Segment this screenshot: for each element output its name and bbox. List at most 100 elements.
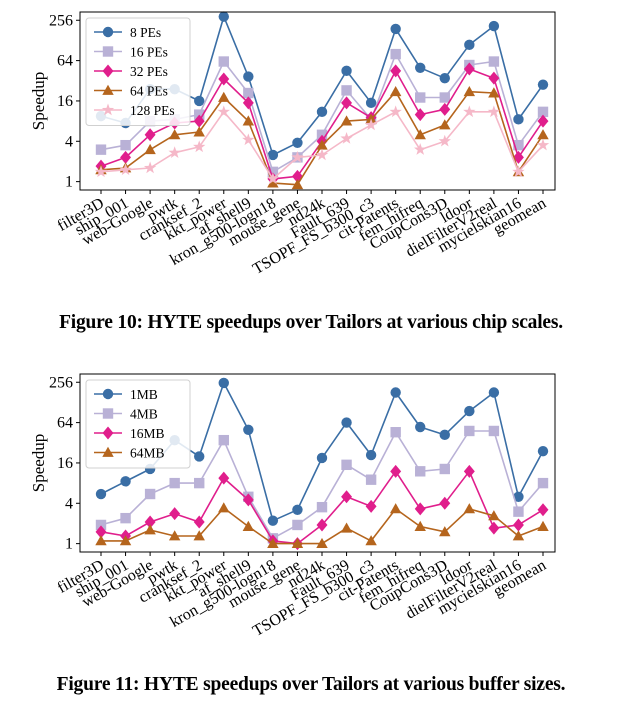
legend-marker-64mb: [102, 446, 114, 457]
data-point-1mb: [292, 504, 303, 515]
data-point-4mb: [439, 463, 450, 475]
data-point-8-pes: [218, 11, 229, 22]
data-point-1mb: [365, 449, 377, 461]
data-point-1mb: [537, 445, 549, 457]
y-tick-label: 16: [57, 93, 73, 110]
data-point-4mb: [292, 519, 303, 531]
data-point-128-pes: [340, 132, 353, 144]
data-point-4mb: [218, 434, 229, 446]
series-64mb: [95, 502, 549, 549]
data-point-1mb: [439, 429, 450, 441]
data-point-1mb: [95, 488, 107, 500]
legend-marker-16-pes: [102, 46, 114, 57]
data-point-128-pes: [487, 105, 501, 118]
data-point-4mb: [415, 466, 426, 477]
legend-box: [85, 379, 191, 469]
legend: 8 PEs 16 PEs 32 PEs 64 PEs 128 PEs: [85, 17, 191, 126]
data-point-64-pes: [267, 177, 279, 188]
data-point-16mb: [537, 503, 549, 517]
data-point-32-pes: [390, 64, 402, 78]
data-point-32-pes: [242, 96, 254, 110]
data-point-64-pes: [168, 129, 181, 140]
data-point-128-pes: [119, 163, 132, 176]
legend-box: [85, 17, 191, 126]
y-tick-label: 256: [49, 374, 73, 391]
data-point-8-pes: [464, 39, 475, 51]
legend-label-32-pes: 32 PEs: [130, 64, 168, 79]
data-point-16mb: [242, 493, 254, 507]
data-point-128-pes: [168, 146, 181, 158]
data-point-4mb: [341, 459, 352, 471]
y-tick-label: 256: [49, 12, 73, 29]
data-point-64-pes: [291, 178, 304, 190]
data-point-4mb: [537, 477, 549, 489]
data-point-8-pes: [316, 106, 328, 118]
data-point-16-pes: [390, 48, 401, 60]
data-point-1mb: [218, 377, 229, 389]
data-point-16mb: [341, 490, 353, 504]
y-tick-label: 64: [57, 415, 73, 432]
legend-label-64-pes: 64 PEs: [130, 84, 168, 99]
data-point-128-pes: [315, 148, 329, 161]
data-point-64mb: [439, 526, 451, 537]
data-point-16mb: [414, 502, 426, 516]
y-tick-label: 64: [57, 53, 73, 70]
data-point-64mb: [119, 535, 132, 546]
data-point-128-pes: [266, 172, 280, 185]
data-point-16-pes: [513, 139, 524, 151]
data-point-4mb: [513, 506, 524, 517]
data-point-16mb: [95, 525, 107, 539]
figure-11: 1 4 16 64 256 Speedup 1MB 4MB 16MB 64MB filter3D sh…: [0, 362, 622, 667]
data-point-64mb: [144, 524, 156, 535]
data-point-128-pes: [536, 138, 550, 151]
data-point-64mb: [267, 537, 279, 549]
data-point-64mb: [463, 503, 476, 514]
figure-11-chart: 141664256Speedup1MB4MB16MB64MBfilter3Dsh…: [29, 373, 556, 640]
data-point-64mb: [218, 502, 230, 513]
figure-10: 1 4 16 64 256 Speedup 8 PEs 16 PEs 32 PEs 64 PEs 1…: [0, 0, 622, 305]
y-tick-label: 4: [65, 495, 73, 512]
data-point-64mb: [193, 530, 205, 541]
data-point-128-pes: [463, 105, 476, 118]
data-point-16-pes: [341, 85, 352, 96]
data-point-4mb: [316, 501, 328, 513]
data-point-32-pes: [488, 71, 500, 85]
data-point-4mb: [464, 425, 475, 437]
data-point-128-pes: [389, 105, 402, 118]
legend-marker-8-pes: [102, 26, 114, 38]
y-tick-label: 16: [57, 455, 73, 472]
data-point-1mb: [488, 387, 500, 398]
data-point-64mb: [95, 535, 107, 546]
legend: 1MB 4MB 16MB 64MB: [85, 379, 191, 469]
data-point-8-pes: [390, 23, 401, 35]
data-point-64-pes: [389, 85, 402, 97]
data-point-128-pes: [217, 105, 230, 118]
data-point-64mb: [316, 537, 328, 549]
data-point-4mb: [488, 425, 500, 437]
data-point-128-pes: [143, 161, 157, 174]
data-point-16mb: [512, 518, 524, 532]
data-point-1mb: [316, 452, 328, 464]
data-point-16mb: [365, 499, 377, 513]
data-point-64-pes: [193, 126, 205, 137]
series-128-pes: [94, 105, 550, 185]
data-point-128-pes: [364, 118, 378, 131]
data-point-1mb: [415, 421, 426, 433]
data-point-4mb: [169, 477, 180, 489]
figure-11-caption: Figure 11: HYTE speedups over Tailors at…: [56, 674, 566, 695]
data-point-32-pes: [120, 150, 132, 164]
data-point-1mb: [464, 405, 475, 417]
data-point-64mb: [291, 537, 304, 549]
data-point-1mb: [390, 387, 401, 398]
data-point-64mb: [389, 503, 402, 514]
legend-label-8-pes: 8 PEs: [130, 25, 161, 40]
legend-label-16-pes: 16 PEs: [130, 45, 168, 60]
data-point-64-pes: [414, 129, 426, 140]
data-point-1mb: [120, 476, 131, 487]
data-point-16mb: [144, 515, 156, 529]
data-point-16-pes: [243, 87, 254, 99]
legend-marker-32-pes: [102, 64, 114, 78]
y-tick-label: 4: [65, 133, 73, 150]
figure-10-chart: 1 4 16 64 256 Speedup 8 PEs 16 PEs 32 PEs 64 PEs 1…: [29, 11, 556, 278]
data-point-4mb: [390, 427, 401, 438]
